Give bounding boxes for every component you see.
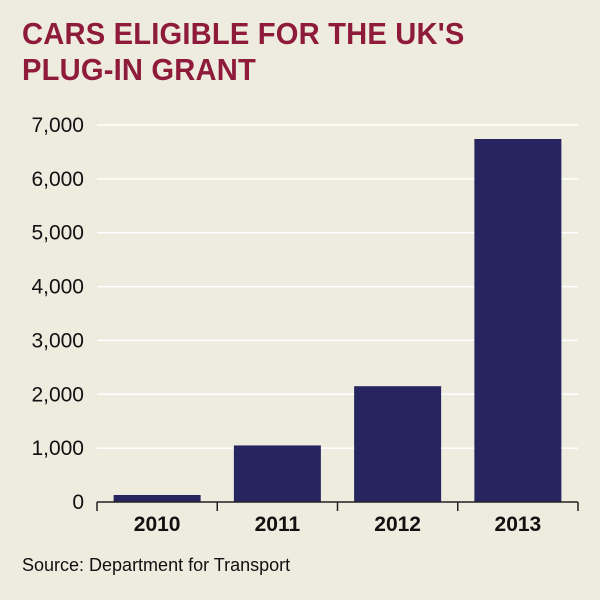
bar-2013 bbox=[474, 139, 562, 502]
bars bbox=[113, 139, 562, 502]
chart-title-line-1: CARS ELIGIBLE FOR THE UK'S bbox=[22, 16, 465, 51]
y-tick-label: 0 bbox=[72, 491, 84, 514]
bar-2011 bbox=[233, 445, 321, 502]
x-tick-label: 2012 bbox=[374, 513, 421, 536]
y-tick-labels: 0 1,000 2,000 3,000 4,000 5,000 6,000 7,000 bbox=[31, 114, 84, 514]
x-axis bbox=[96, 501, 579, 511]
x-tick-label: 2010 bbox=[134, 513, 181, 536]
y-tick-label: 4,000 bbox=[31, 276, 84, 299]
y-tick-label: 3,000 bbox=[31, 329, 84, 352]
chart-title-line-2: PLUG-IN GRANT bbox=[22, 52, 256, 87]
x-tick-labels: 2010 2011 2012 2013 bbox=[134, 513, 541, 536]
chart-title: CARS ELIGIBLE FOR THE UK'S PLUG-IN GRANT bbox=[22, 16, 548, 88]
y-tick-label: 5,000 bbox=[31, 222, 84, 245]
y-tick-label: 7,000 bbox=[31, 114, 84, 137]
x-tick-label: 2013 bbox=[495, 513, 542, 536]
source-note: Source: Department for Transport bbox=[22, 555, 291, 575]
y-tick-label: 1,000 bbox=[31, 437, 84, 460]
y-tick-label: 2,000 bbox=[31, 383, 84, 406]
bar-2010 bbox=[113, 494, 201, 502]
bar-2012 bbox=[354, 386, 442, 502]
x-tick-label: 2011 bbox=[255, 513, 301, 536]
y-tick-label: 6,000 bbox=[31, 168, 84, 191]
